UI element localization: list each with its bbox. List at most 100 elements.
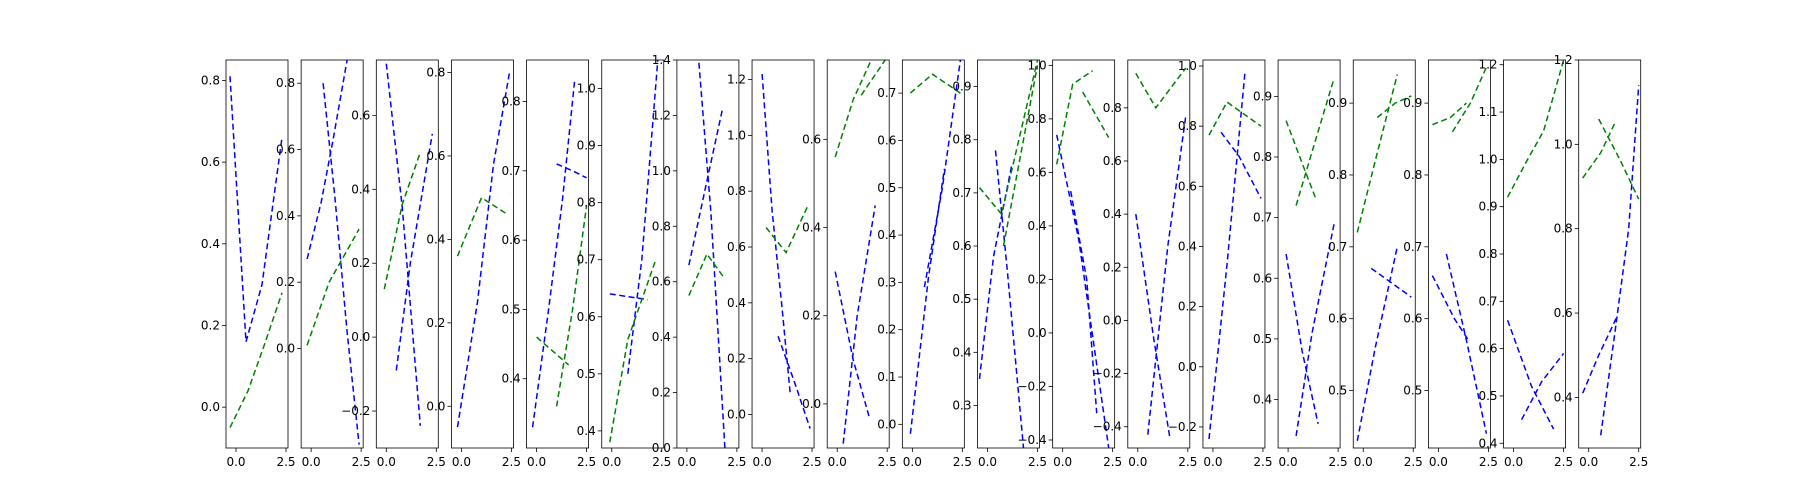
y-tick-label: 0.8	[1028, 112, 1047, 126]
blue-series-line	[1356, 246, 1399, 441]
x-tick-label: 0.0	[978, 455, 997, 469]
y-tick-label: −0.2	[1093, 367, 1122, 381]
panel-frame	[1052, 59, 1116, 449]
y-tick-label: 0.7	[1403, 240, 1422, 254]
blue-series-line	[1582, 316, 1618, 394]
y-tick-label: −0.2	[341, 404, 370, 418]
panel-frame	[1127, 59, 1191, 449]
y-tick-label: 0.4	[577, 424, 596, 438]
blue-series-line	[1370, 267, 1412, 298]
y-tick-label: 0.0	[201, 400, 220, 414]
x-tick-label: 0.0	[1128, 455, 1147, 469]
y-tick-label: 0.4	[201, 237, 220, 251]
y-tick-label: 0.2	[652, 386, 671, 400]
panel-12: −0.4 −0.2 0.0 0.2 0.4 0.6 0.8 1.0 0.0 2.5	[1018, 58, 1123, 469]
x-tick-label: 2.5	[1028, 455, 1047, 469]
x-tick-label: 0.0	[1429, 455, 1448, 469]
y-tick-label: 0.0	[1103, 313, 1122, 327]
y-tick-label: 0.2	[727, 352, 746, 366]
blue-series-line	[923, 60, 962, 288]
y-tick-label: 0.7	[952, 186, 971, 200]
panel-series	[1285, 77, 1335, 437]
panel-frame	[300, 59, 364, 449]
panel-7: 0.00.20.40.60.81.01.21.40.0 2.5	[652, 53, 747, 469]
green-series-line	[229, 292, 283, 428]
green-series-line	[1285, 120, 1317, 200]
y-tick-label: −0.4	[1018, 433, 1047, 447]
panel-frame	[601, 59, 665, 449]
panel-series	[834, 60, 886, 444]
panel-5: 0.4 0.5 0.6 0.7 0.8 0.0 2.5	[502, 59, 596, 469]
panel-series	[1431, 66, 1488, 434]
y-tick-label: 0.6	[1328, 312, 1347, 326]
x-tick-label: 2.5	[1554, 455, 1573, 469]
x-tick-label: 2.5	[953, 455, 972, 469]
panel-series	[531, 80, 588, 428]
y-tick-label: 0.4	[1253, 393, 1272, 407]
x-tick-label: 2.5	[352, 455, 371, 469]
x-tick-label: 0.0	[302, 455, 321, 469]
x-tick-label: 0.0	[753, 455, 772, 469]
y-tick-label: 0.9	[1403, 96, 1422, 110]
x-tick-label: 2.5	[878, 455, 897, 469]
panel-series	[383, 63, 434, 426]
panel-9: 0.0 0.2 0.4 0.6 0.0 2.5	[802, 59, 897, 469]
blue-series-line	[1069, 190, 1098, 414]
y-tick-label: 0.6	[502, 233, 521, 247]
y-tick-label: 0.4	[652, 330, 671, 344]
y-tick-label: 0.4	[1554, 390, 1573, 404]
y-tick-label: 0.8	[201, 73, 220, 87]
y-tick-label: 0.6	[727, 240, 746, 254]
green-series-line	[536, 336, 570, 366]
panel-series	[609, 60, 659, 443]
green-series-line	[1432, 102, 1467, 126]
y-tick-label: 0.4	[1478, 436, 1497, 450]
x-tick-label: 2.5	[577, 455, 596, 469]
y-tick-label: 0.4	[502, 372, 521, 386]
y-tick-label: 0.7	[1328, 240, 1347, 254]
x-tick-label: 0.0	[226, 455, 245, 469]
panel-11: 0.3 0.4 0.5 0.6 0.7 0.8 0.9 0.0 2.5	[952, 59, 1047, 469]
x-tick-label: 0.0	[1579, 455, 1598, 469]
y-tick-label: 0.7	[1253, 211, 1272, 225]
y-tick-label: 0.0	[652, 441, 671, 455]
y-tick-label: 0.0	[877, 417, 896, 431]
x-tick-label: 2.5	[1479, 455, 1498, 469]
y-tick-label: 1.4	[652, 53, 671, 67]
y-tick-label: 1.0	[577, 82, 596, 96]
panel-19: 0.4 0.6 0.8 1.0 1.2 0.0 2.5	[1554, 53, 1649, 469]
panel-frame	[225, 59, 289, 449]
y-tick-label: 0.7	[502, 164, 521, 178]
y-tick-label: 0.0	[727, 408, 746, 422]
y-tick-label: 0.2	[426, 316, 445, 330]
y-tick-label: 1.0	[1028, 58, 1047, 72]
y-tick-label: 0.6	[1103, 154, 1122, 168]
green-series-line	[1135, 67, 1187, 110]
panel-series	[978, 60, 1039, 448]
panel-series	[229, 76, 283, 428]
panel-frame	[901, 59, 965, 449]
y-tick-label: 0.2	[877, 323, 896, 337]
x-tick-label: 2.5	[1178, 455, 1197, 469]
panel-frame	[676, 59, 740, 449]
x-tick-label: 0.0	[452, 455, 471, 469]
y-tick-label: 0.5	[1328, 384, 1347, 398]
y-tick-label: 0.9	[952, 80, 971, 94]
y-tick-label: 0.8	[727, 184, 746, 198]
y-tick-label: 0.0	[802, 397, 821, 411]
panel-frame	[375, 59, 439, 449]
green-series-line	[1598, 118, 1640, 200]
panel-frame	[526, 59, 589, 449]
y-tick-label: 0.6	[1403, 312, 1422, 326]
y-tick-label: 0.4	[802, 221, 821, 235]
y-tick-label: 0.8	[1478, 247, 1497, 261]
y-tick-label: 0.6	[1478, 342, 1497, 356]
y-tick-label: 0.8	[577, 196, 596, 210]
green-series-line	[834, 60, 872, 158]
green-series-line	[688, 252, 726, 296]
panel-series	[1582, 85, 1640, 436]
blue-series-line	[306, 60, 348, 260]
y-tick-label: 0.8	[652, 219, 671, 233]
x-tick-label: 0.0	[677, 455, 696, 469]
